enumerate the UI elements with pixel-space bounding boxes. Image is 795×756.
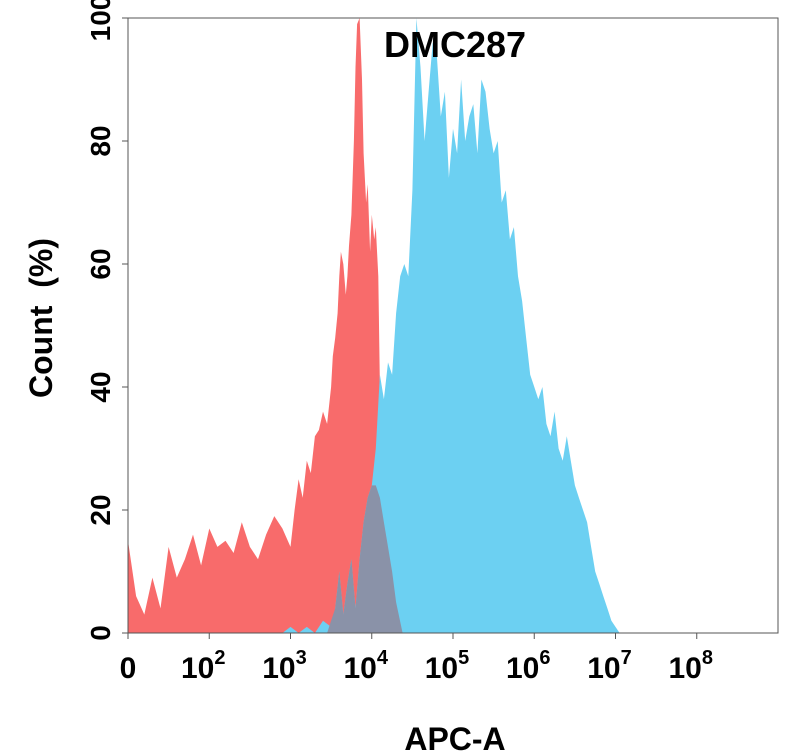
histogram-series-3 xyxy=(327,485,403,633)
y-tick-label: 60 xyxy=(85,248,116,279)
histogram-series-2 xyxy=(282,18,620,633)
y-axis-ticks: 0 20 40 60 80 100 xyxy=(85,0,128,641)
x-tick-label: 106 xyxy=(506,647,551,685)
y-tick-label: 40 xyxy=(85,371,116,402)
x-axis-ticks: 0 102 103 104 105 106 107 108 xyxy=(120,633,713,685)
x-tick-label: 0 xyxy=(120,652,137,685)
plot-area xyxy=(128,18,620,633)
y-tick-label: 20 xyxy=(85,494,116,525)
x-tick-label: 104 xyxy=(344,647,389,685)
y-axis-title: Count (%) xyxy=(23,238,59,398)
y-tick-label: 0 xyxy=(85,625,116,641)
x-tick-label: 107 xyxy=(587,647,632,685)
x-tick-label: 102 xyxy=(181,647,226,685)
y-tick-label: 80 xyxy=(85,125,116,156)
y-tick-label: 100 xyxy=(85,0,116,41)
histogram-series-1 xyxy=(128,18,403,633)
x-axis-title: APC-A xyxy=(404,721,505,756)
chart-title: DMC287 xyxy=(384,24,526,65)
x-tick-label: 105 xyxy=(425,647,470,685)
x-tick-label: 108 xyxy=(669,647,714,685)
x-tick-label: 103 xyxy=(262,647,307,685)
